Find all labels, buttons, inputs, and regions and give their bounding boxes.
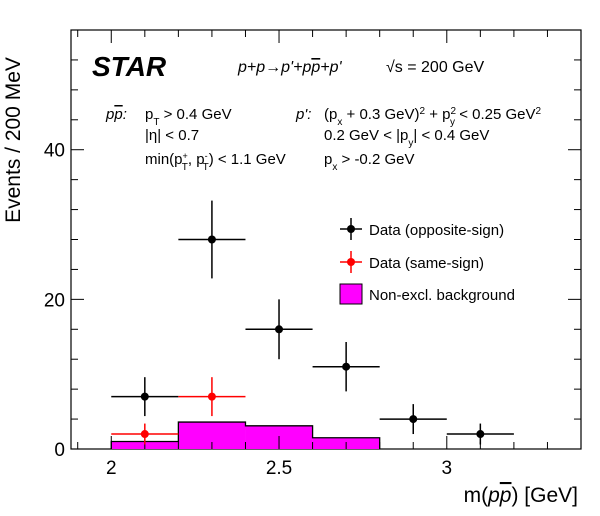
marker: [207, 392, 216, 401]
cuts-right-label: p':: [295, 106, 311, 123]
legend-label-opposite-sign: Data (opposite-sign): [369, 222, 504, 239]
data-point-opposite-sign-4: [379, 404, 447, 435]
data-point-opposite-sign-2: [245, 299, 313, 360]
cut-minpt: min(p+ T, p-T) < 1.1 GeV: [145, 151, 286, 173]
x-tick-label-1: 2.5: [266, 458, 292, 479]
y-tick-label-0: 0: [54, 440, 65, 461]
cut-px: px > -0.2 GeV: [324, 151, 414, 173]
data-point-opposite-sign-0: [111, 377, 179, 417]
x-tick-label-0: 2: [106, 458, 117, 479]
data-point-opposite-sign-5: [446, 423, 514, 445]
legend-label-same-sign: Data (same-sign): [369, 255, 484, 272]
data-point-opposite-sign-3: [312, 342, 380, 392]
data-point-opposite-sign-1: [178, 200, 246, 279]
legend-marker-opposite-sign: [347, 225, 355, 233]
cuts-left-label: pp:: [105, 106, 127, 123]
legend-entry-background: Non-excl. background: [339, 283, 515, 305]
marker: [476, 430, 485, 439]
x-tick-label-2: 3: [442, 458, 453, 479]
legend-entry-same-sign: Data (same-sign): [340, 251, 484, 273]
data-points: [111, 200, 514, 445]
cut-px-py: (px + 0.3 GeV)2 + p2 y < 0.25 GeV2: [324, 106, 542, 128]
marker: [409, 415, 418, 424]
marker: [342, 362, 351, 371]
plot-frame: [70, 29, 582, 450]
process-label: p+p→p'+pp+p': [237, 59, 342, 76]
data-point-same-sign-0: [111, 423, 179, 445]
y-tick-label-1: 20: [44, 290, 65, 311]
marker: [140, 392, 149, 401]
legend-label-background: Non-excl. background: [369, 287, 515, 304]
axis-ticks: 2 2.5 3 0 20 40: [44, 29, 582, 479]
cut-py: 0.2 GeV < |py| < 0.4 GeV: [324, 127, 489, 149]
x-axis-label: m(pp) [GeV]: [464, 484, 578, 507]
marker: [275, 325, 284, 334]
legend-entry-opposite-sign: Data (opposite-sign): [340, 218, 504, 240]
marker: [207, 235, 216, 244]
experiment-label: STAR: [92, 51, 167, 82]
marker: [140, 430, 149, 439]
legend-swatch-background: [339, 283, 363, 305]
energy-label: √s = 200 GeV: [386, 59, 485, 76]
legend: Data (opposite-sign) Data (same-sign) No…: [339, 218, 515, 305]
legend-marker-same-sign: [347, 258, 355, 266]
y-axis-label: Events / 200 MeV: [2, 57, 25, 223]
cut-pt: pT > 0.4 GeV: [145, 106, 232, 128]
cut-eta: |η| < 0.7: [145, 127, 199, 144]
data-point-same-sign-1: [178, 377, 246, 417]
y-tick-label-2: 40: [44, 141, 65, 162]
